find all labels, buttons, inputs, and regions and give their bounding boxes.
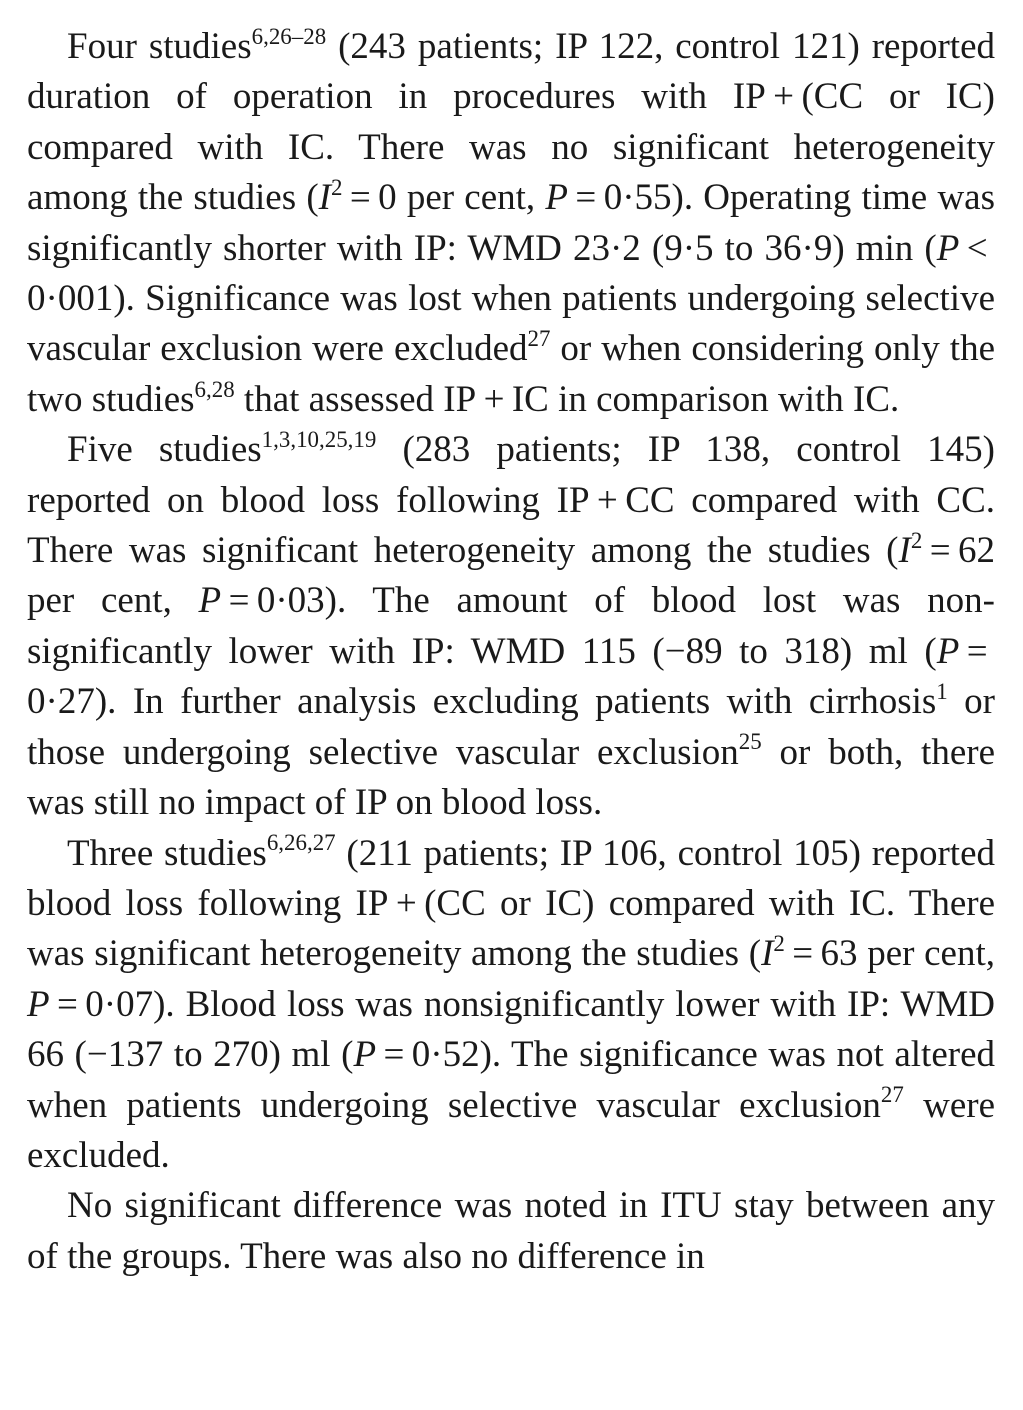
citation-superscript: 6,26–28 bbox=[251, 23, 327, 49]
text-run: No significant difference was noted in I… bbox=[27, 1185, 995, 1277]
citation-superscript: 1,3,10,25,19 bbox=[261, 427, 377, 453]
text-run: that assessed IP + IC in comparison with… bbox=[234, 378, 900, 420]
text-run: (211 patients; IP 106, control 105) repo… bbox=[27, 832, 996, 975]
italic-symbol: P bbox=[936, 630, 960, 672]
citation-superscript: 1 bbox=[936, 679, 948, 705]
text-run: = 0·03). The amount of blood lost was no… bbox=[27, 580, 995, 672]
text-run: or both, there was still no impact of IP… bbox=[27, 731, 995, 824]
italic-symbol: I bbox=[761, 933, 774, 975]
citation-superscript: 27 bbox=[880, 1082, 904, 1108]
citation-superscript: 2 bbox=[330, 175, 343, 200]
paragraph-blood-loss-ic: Three studies6,26,27 (211 patients; IP 1… bbox=[27, 829, 995, 1182]
italic-symbol: I bbox=[898, 530, 911, 572]
text-run: < 0·001). Significance was lost when pat… bbox=[27, 227, 995, 370]
italic-symbol: P bbox=[936, 227, 960, 269]
italic-symbol: P bbox=[353, 1034, 377, 1076]
text-run: (283 patients; IP 138, control 145) repo… bbox=[27, 429, 995, 572]
paragraph-itu-stay: No significant difference was noted in I… bbox=[27, 1181, 995, 1282]
citation-superscript: 2 bbox=[910, 527, 923, 553]
italic-symbol: I bbox=[318, 177, 331, 219]
italic-symbol: P bbox=[27, 983, 50, 1025]
text-run: = 0·27). In further analysis excluding p… bbox=[27, 630, 995, 723]
text-run: = 0·07). Blood loss was non­significantl… bbox=[27, 983, 995, 1076]
citation-superscript: 25 bbox=[738, 729, 762, 755]
text-run: = 0·55). Operating time was significantl… bbox=[27, 177, 995, 269]
citation-superscript: 2 bbox=[773, 931, 785, 957]
italic-symbol: P bbox=[198, 580, 222, 622]
text-run: Three studies bbox=[67, 832, 267, 874]
text-run: or when considering only the two studies bbox=[27, 328, 995, 420]
text-run: = 62 per cent, bbox=[27, 530, 995, 622]
citation-superscript: 27 bbox=[527, 326, 551, 352]
text-run: (243 patients; IP 122, control 121) repo… bbox=[27, 26, 995, 219]
citation-superscript: 6,28 bbox=[194, 376, 235, 402]
text-run: or those undergoing selective vascular e… bbox=[27, 681, 995, 773]
text-run: Five studies bbox=[67, 429, 262, 471]
paragraph-blood-loss-cc: Five studies1,3,10,25,19 (283 patients; … bbox=[27, 425, 995, 828]
text-run: = 63 per cent, bbox=[784, 933, 995, 975]
italic-symbol: P bbox=[545, 177, 569, 219]
article-body: Four studies6,26–28 (243 patients; IP 12… bbox=[27, 22, 995, 1282]
paragraph-operation-duration: Four studies6,26–28 (243 patients; IP 12… bbox=[27, 22, 995, 425]
text-run: = 0 per cent, bbox=[342, 177, 546, 219]
citation-superscript: 6,26,27 bbox=[266, 830, 336, 856]
text-run: Four studies bbox=[67, 26, 252, 67]
text-run: = 0·52). The significance was not altere… bbox=[27, 1034, 995, 1126]
text-run: were excluded. bbox=[27, 1084, 995, 1176]
